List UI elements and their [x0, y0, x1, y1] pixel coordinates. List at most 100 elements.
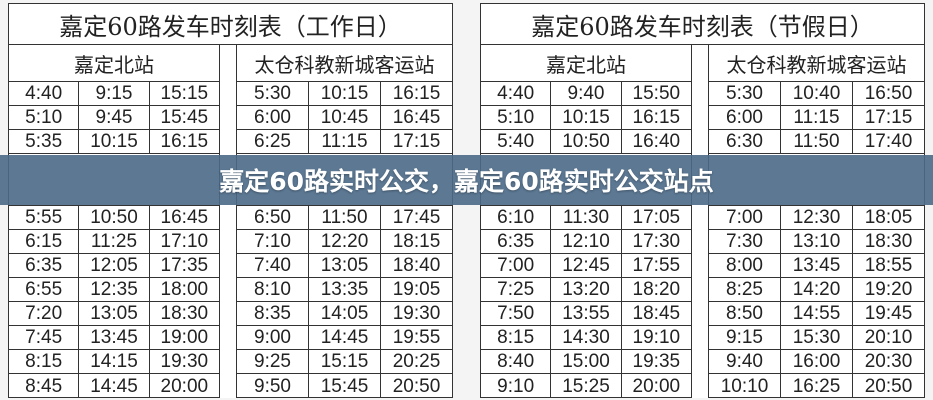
departure-time: 12:05 [79, 254, 150, 277]
departure-time: 19:00 [160, 327, 209, 348]
table-row: 9:15 15:30 20:10 [709, 326, 924, 350]
departure-time: 7:20 [9, 302, 80, 325]
departure-time: 19:10 [632, 327, 681, 348]
departure-time: 8:00 [709, 254, 781, 277]
table-row: 5:40 10:50 16:40 [481, 130, 691, 154]
departure-time: 7:40 [237, 254, 309, 277]
table-row: 7:30 13:10 18:30 [709, 230, 924, 254]
departure-time: 6:15 [9, 230, 80, 253]
departure-time: 17:30 [632, 231, 681, 252]
departure-time: 11:50 [781, 130, 853, 153]
departure-time: 10:50 [79, 206, 150, 229]
departure-time: 8:10 [237, 278, 309, 301]
banner-spacer [9, 154, 219, 206]
departure-time: 17:05 [632, 207, 681, 228]
departure-time: 14:45 [79, 374, 150, 398]
departure-time: 11:30 [551, 206, 622, 229]
departure-time: 5:30 [709, 82, 781, 105]
table-row: 6:00 11:15 17:15 [709, 106, 924, 130]
departure-time: 7:30 [709, 230, 781, 253]
departure-time: 6:00 [709, 106, 781, 129]
departure-time: 10:15 [79, 130, 150, 153]
departure-time: 18:15 [392, 231, 441, 252]
departure-time: 6:10 [481, 206, 552, 229]
departure-time: 8:15 [9, 350, 80, 373]
station-group: 嘉定北站 4:40 9:40 15:50 5:10 10:15 16:15 5:40 10:50… [480, 45, 692, 398]
departure-time: 8:35 [237, 302, 309, 325]
departure-time: 19:20 [864, 279, 913, 300]
table-row: 6:00 10:45 16:45 [237, 106, 452, 130]
departure-time: 10:15 [551, 106, 622, 129]
departure-time: 7:10 [237, 230, 309, 253]
departure-time: 18:20 [632, 279, 681, 300]
table-row: 6:35 12:10 17:30 [481, 230, 691, 254]
departure-time: 7:00 [709, 206, 781, 229]
departure-time: 15:00 [551, 350, 622, 373]
departure-time: 10:50 [551, 130, 622, 153]
departure-time: 13:05 [309, 254, 381, 277]
departure-time: 9:40 [709, 350, 781, 373]
departure-time: 20:00 [160, 375, 209, 397]
table-row: 4:40 9:40 15:50 [481, 82, 691, 106]
table-row: 6:15 11:25 17:10 [9, 230, 219, 254]
departure-time: 11:15 [309, 130, 381, 153]
departure-time: 16:45 [160, 207, 209, 228]
departure-time: 16:25 [781, 374, 853, 398]
departure-time: 14:15 [79, 350, 150, 373]
departure-time: 8:45 [9, 374, 80, 398]
departure-time: 15:15 [160, 83, 209, 104]
departure-time: 19:55 [392, 327, 441, 348]
table-row: 9:50 15:45 20:50 [237, 374, 452, 398]
departure-time: 6:55 [9, 278, 80, 301]
departure-time: 19:30 [160, 351, 209, 372]
departure-time: 18:40 [392, 255, 441, 276]
departure-time: 16:15 [392, 83, 441, 104]
table-row: 8:40 15:00 19:35 [481, 350, 691, 374]
table-row: 10:10 16:25 20:50 [709, 374, 924, 398]
table-row: 7:00 12:30 18:05 [709, 206, 924, 230]
table-row: 6:35 12:05 17:35 [9, 254, 219, 278]
departure-time: 18:55 [864, 255, 913, 276]
departure-time: 14:30 [551, 326, 622, 349]
departure-time: 15:45 [160, 107, 209, 128]
departure-time: 9:50 [237, 374, 309, 398]
departure-time: 12:45 [551, 254, 622, 277]
departure-time: 15:50 [632, 83, 681, 104]
departure-time: 18:30 [864, 231, 913, 252]
station-group: 太仓科教新城客运站 5:30 10:40 16:50 6:00 11:15 17:15 6:3… [708, 45, 925, 398]
departure-time: 9:10 [481, 374, 552, 398]
departure-time: 19:35 [632, 351, 681, 372]
departure-time: 16:15 [632, 107, 681, 128]
departure-time: 18:45 [632, 303, 681, 324]
departure-time: 9:15 [709, 326, 781, 349]
departure-time: 20:00 [632, 375, 681, 397]
departure-time: 9:15 [79, 82, 150, 105]
departure-time: 5:40 [481, 130, 552, 153]
departure-time: 17:15 [392, 131, 441, 152]
departure-time: 5:55 [9, 206, 80, 229]
departure-time: 12:35 [79, 278, 150, 301]
table-row: 7:20 13:05 18:30 [9, 302, 219, 326]
departure-time: 14:45 [309, 326, 381, 349]
table-row: 4:40 9:15 15:15 [9, 82, 219, 106]
table-row: 8:25 14:20 19:20 [709, 278, 924, 302]
departure-time: 13:55 [551, 302, 622, 325]
table-row: 8:45 14:45 20:00 [9, 374, 219, 398]
banner-text: 嘉定60路实时公交，嘉定60路实时公交站点 [219, 167, 714, 196]
departure-time: 9:40 [551, 82, 622, 105]
table-row: 7:50 13:55 18:45 [481, 302, 691, 326]
table-row: 5:10 9:45 15:45 [9, 106, 219, 130]
departure-time: 13:05 [79, 302, 150, 325]
departure-time: 6:35 [9, 254, 80, 277]
departure-time: 8:40 [481, 350, 552, 373]
departure-time: 6:50 [237, 206, 309, 229]
departure-time: 15:30 [781, 326, 853, 349]
departure-time: 14:55 [781, 302, 853, 325]
departure-time: 18:05 [864, 207, 913, 228]
table-row: 7:10 12:20 18:15 [237, 230, 452, 254]
departure-time: 14:20 [781, 278, 853, 301]
departure-time: 20:50 [392, 375, 441, 397]
departure-time: 20:30 [864, 351, 913, 372]
table-row: 6:25 11:15 17:15 [237, 130, 452, 154]
departure-time: 12:30 [781, 206, 853, 229]
